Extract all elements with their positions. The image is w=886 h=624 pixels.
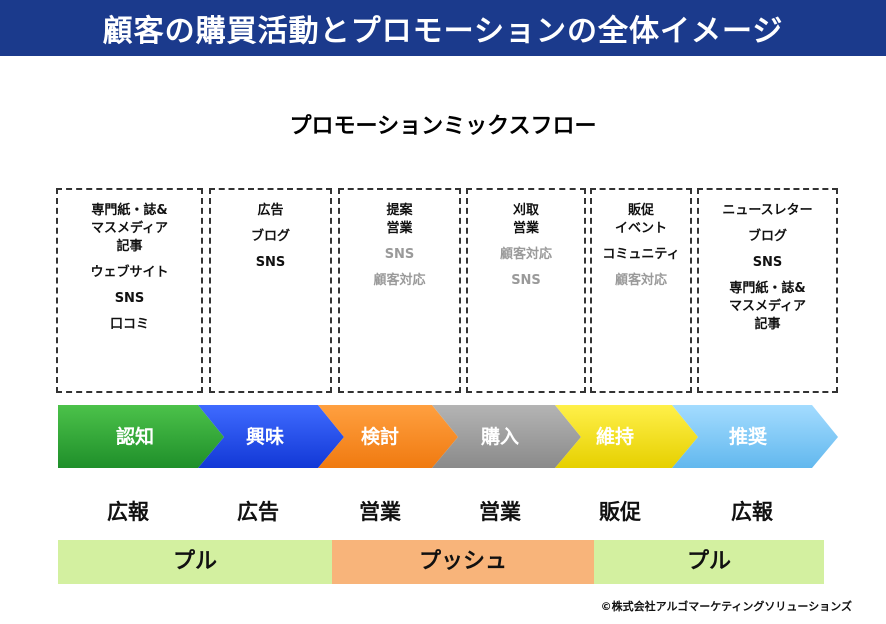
channel-item: 専門紙・誌& マスメディア 記事: [728, 281, 807, 332]
channel-item: ニュースレター: [722, 203, 813, 218]
stage-label-consideration: 検討: [360, 426, 399, 448]
department-label: 広報: [731, 500, 773, 524]
stage-chevron-advocacy: [672, 405, 838, 468]
channel-item: 顧客対応: [373, 273, 426, 288]
header-bar: 顧客の購買活動とプロモーションの全体イメージ: [0, 0, 886, 56]
channel-item: SNS: [114, 291, 145, 306]
channel-item: 提案 営業: [386, 203, 413, 236]
channel-item: 顧客対応: [499, 247, 552, 262]
channel-item: ウェブサイト: [90, 265, 169, 280]
copyright-text: ©株式会社アルゴマーケティングソリューションズ: [600, 600, 852, 613]
channel-box-interest: 広告ブログ SNS: [209, 188, 332, 393]
channel-item: SNS: [752, 255, 783, 270]
department-label: 営業: [479, 500, 521, 524]
channel-box-consideration: 提案 営業 SNS 顧客対応: [338, 188, 461, 393]
channel-item: コミュニティ: [602, 247, 680, 262]
channel-item: 刈取 営業: [512, 203, 539, 236]
stage-label-retention: 維持: [595, 426, 634, 448]
channel-box-advocacy: ニュースレター ブログ SNS 専門紙・誌& マスメディア 記事: [697, 188, 838, 393]
department-label: 広告: [237, 500, 279, 524]
stage-chevron-consideration: [318, 405, 458, 468]
channel-box-purchase: 刈取 営業顧客対応 SNS: [466, 188, 586, 393]
channel-item: 広告: [257, 203, 284, 218]
pull-bar-right: プル: [594, 540, 824, 584]
stage-chevron-retention: [555, 405, 698, 468]
channel-item: 販促 イベント: [614, 203, 667, 236]
channel-item: ブログ: [747, 229, 787, 244]
stage-label-advocacy: 推奨: [728, 426, 767, 448]
channel-item: SNS: [255, 255, 286, 270]
diagram-subtitle: プロモーションミックスフロー: [289, 114, 597, 139]
stage-label-awareness: 認知: [115, 426, 154, 448]
stage-chevron-awareness: [58, 405, 224, 468]
pull-bar-left: プル: [58, 540, 332, 584]
department-label: 広報: [107, 500, 149, 524]
channel-item: ブログ: [250, 229, 290, 244]
channel-box-awareness: 専門紙・誌& マスメディア 記事ウェブサイト SNS 口コミ: [56, 188, 203, 393]
channel-item: 口コミ: [109, 317, 149, 332]
channel-item: SNS: [384, 247, 415, 262]
stage-chevron-interest: [198, 405, 344, 468]
page-title: 顧客の購買活動とプロモーションの全体イメージ: [102, 14, 784, 49]
channel-item: SNS: [511, 273, 541, 288]
channel-box-retention: 販促 イベントコミュニティ 顧客対応: [590, 188, 692, 393]
stage-label-purchase: 購入: [480, 426, 519, 448]
department-label: 営業: [359, 500, 401, 524]
stage-label-interest: 興味: [245, 426, 284, 448]
push-bar: プッシュ: [332, 540, 594, 584]
channel-item: 顧客対応: [614, 273, 667, 288]
channel-item: 専門紙・誌& マスメディア 記事: [90, 203, 169, 254]
stage-chevron-purchase: [432, 405, 581, 468]
department-label: 販促: [599, 500, 641, 524]
